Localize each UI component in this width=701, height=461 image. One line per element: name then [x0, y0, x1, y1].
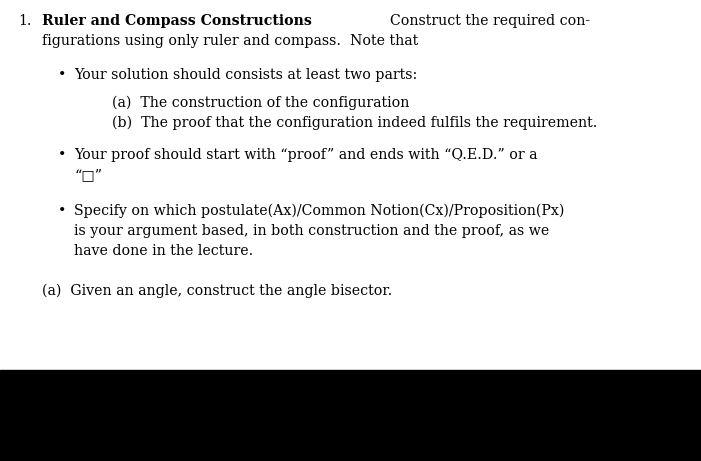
Text: figurations using only ruler and compass.  Note that: figurations using only ruler and compass… [42, 34, 418, 48]
Text: •: • [58, 148, 67, 162]
Text: •: • [58, 68, 67, 82]
Bar [0, 370, 701, 461]
Text: •: • [58, 204, 67, 218]
Text: have done in the lecture.: have done in the lecture. [74, 244, 253, 258]
Text: 1.: 1. [18, 14, 32, 28]
Text: (a)  The construction of the configuration: (a) The construction of the configuratio… [112, 96, 409, 110]
Text: is your argument based, in both construction and the proof, as we: is your argument based, in both construc… [74, 224, 550, 238]
Text: “□”: “□” [74, 168, 102, 182]
Text: Construct the required con-: Construct the required con- [390, 14, 590, 28]
Text: Your solution should consists at least two parts:: Your solution should consists at least t… [74, 68, 417, 82]
Text: Ruler and Compass Constructions: Ruler and Compass Constructions [42, 14, 312, 28]
Text: Your proof should start with “proof” and ends with “Q.E.D.” or a: Your proof should start with “proof” and… [74, 148, 538, 162]
Text: (a)  Given an angle, construct the angle bisector.: (a) Given an angle, construct the angle … [42, 284, 393, 298]
Text: (b)  The proof that the configuration indeed fulfils the requirement.: (b) The proof that the configuration ind… [112, 116, 597, 130]
Text: Specify on which postulate(Ax)/Common Notion(Cx)/Proposition(Px): Specify on which postulate(Ax)/Common No… [74, 204, 564, 219]
